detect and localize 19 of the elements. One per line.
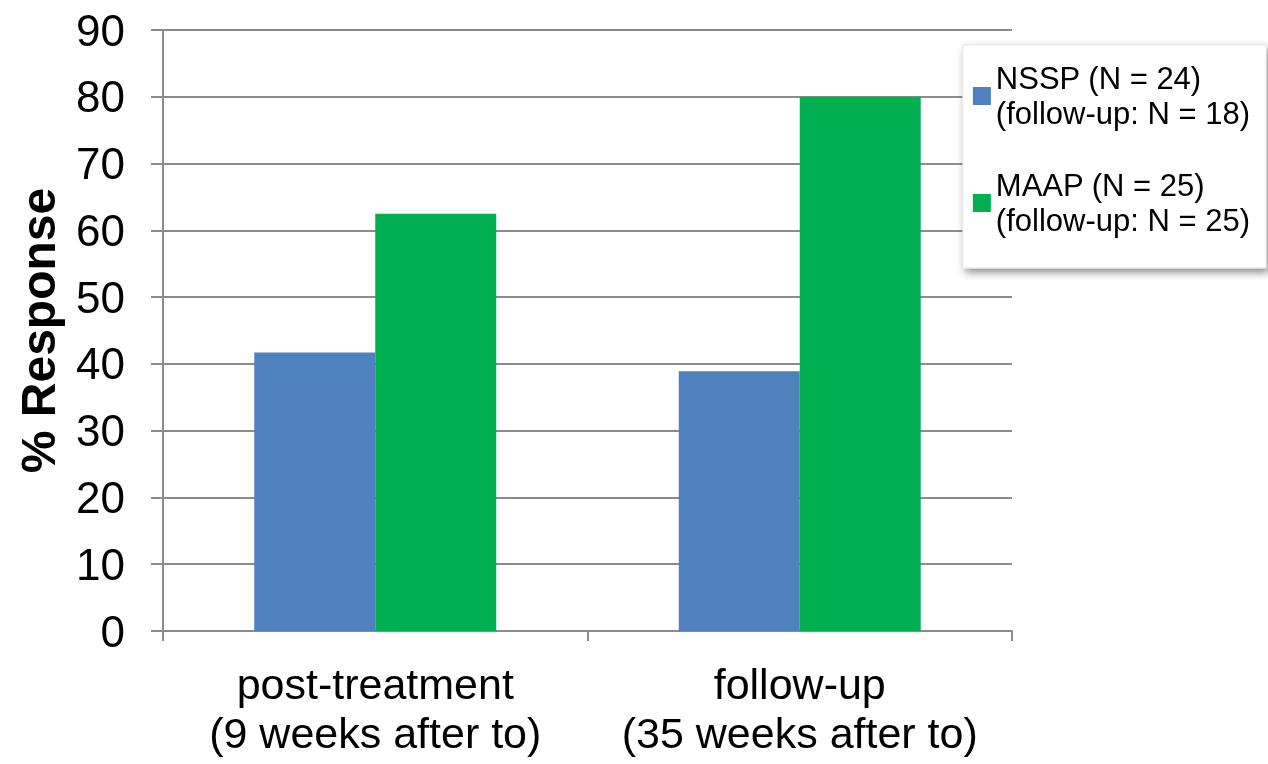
legend-label: NSSP (N = 24) (follow-up: N = 18) [995,61,1251,131]
legend-label: MAAP (N = 25) (follow-up: N = 25) [995,168,1251,238]
y-tick-label: 20 [76,472,125,522]
y-tick-label: 90 [76,5,125,55]
bar [678,371,800,631]
x-tick-label: post-treatment (9 weeks after to) [209,659,542,757]
y-tick-label: 10 [76,539,125,589]
y-tick-label: 30 [76,406,125,456]
bar [254,352,376,631]
bar [799,96,921,631]
y-tick-label: 80 [76,72,125,122]
y-tick-label: 40 [76,339,125,389]
x-tick-label: follow-up (35 weeks after to) [621,659,978,757]
y-tick-label: 50 [76,272,125,322]
y-tick-label: 0 [100,606,125,656]
y-tick-label: 70 [76,139,125,189]
bar [375,213,497,631]
y-axis-title: % Response [11,187,65,474]
y-tick-label: 60 [76,205,125,255]
